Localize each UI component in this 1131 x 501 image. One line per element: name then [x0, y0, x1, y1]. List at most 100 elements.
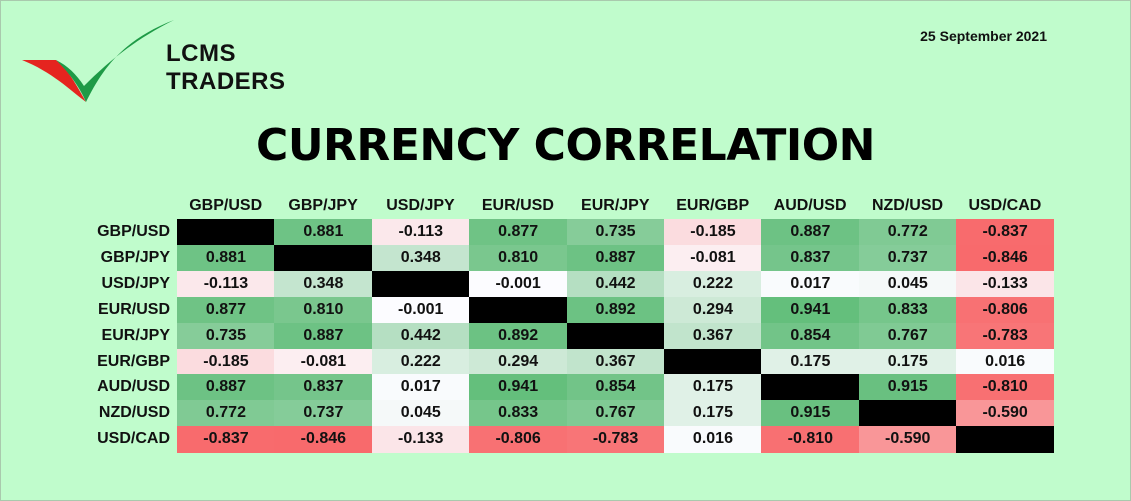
heatmap-cell: 0.737: [274, 400, 373, 427]
heatmap-cell: 0.915: [761, 400, 860, 427]
heatmap-cell: 0.810: [274, 296, 373, 324]
row-header: USD/JPY: [101, 274, 170, 292]
diagonal-cell: [566, 322, 665, 349]
heatmap-cell: -0.001: [469, 270, 568, 298]
heatmap-cell: 0.854: [761, 322, 860, 349]
row-header: GBP/JPY: [100, 248, 170, 266]
heatmap-cell: 0.175: [664, 400, 762, 427]
heatmap-cell: 0.892: [469, 322, 568, 349]
heatmap-cell: -0.806: [469, 426, 568, 453]
heatmap-cell: 0.294: [469, 348, 568, 375]
brand-line-1: LCMS: [166, 40, 236, 67]
heatmap-cell: 0.887: [177, 374, 275, 401]
heatmap-cell: 0.881: [177, 244, 275, 272]
heatmap-cell: 0.767: [566, 400, 665, 427]
heatmap-cell: 0.737: [858, 244, 957, 272]
heatmap-cell: -0.113: [371, 219, 470, 246]
diagonal-cell: [956, 426, 1055, 453]
heatmap-cell: 0.222: [664, 270, 762, 298]
heatmap-cell: -0.846: [956, 244, 1055, 272]
heatmap-cell: -0.846: [274, 426, 373, 453]
heatmap-cell: 0.016: [956, 348, 1055, 375]
heatmap-cell: -0.810: [761, 426, 860, 453]
heatmap-cell: 0.837: [761, 244, 860, 272]
row-header: EUR/JPY: [101, 326, 170, 344]
diagonal-cell: [177, 219, 275, 246]
page-title: CURRENCY CORRELATION: [256, 120, 875, 171]
heatmap-cell: -0.185: [177, 348, 275, 375]
heatmap-cell: 0.294: [664, 296, 762, 324]
diagonal-cell: [858, 400, 957, 427]
heatmap-cell: -0.837: [177, 426, 275, 453]
heatmap-cell: 0.045: [858, 270, 957, 298]
heatmap-cell: 0.735: [177, 322, 275, 349]
heatmap-cell: 0.854: [566, 374, 665, 401]
heatmap-cell: 0.772: [858, 219, 957, 246]
heatmap-cell: -0.185: [664, 219, 762, 246]
heatmap-cell: 0.442: [371, 322, 470, 349]
heatmap-cell: -0.001: [371, 296, 470, 324]
heatmap-cell: 0.772: [177, 400, 275, 427]
heatmap-cell: -0.806: [956, 296, 1055, 324]
brand-name: LCMS TRADERS: [166, 40, 286, 96]
heatmap-cell: 0.442: [566, 270, 665, 298]
heatmap-cell: 0.810: [469, 244, 568, 272]
column-header: GBP/JPY: [288, 197, 358, 214]
row-header: EUR/GBP: [97, 352, 170, 370]
row-header: NZD/USD: [98, 404, 170, 422]
column-header: GBP/USD: [189, 197, 263, 214]
heatmap-cell: 0.941: [469, 374, 568, 401]
heatmap-cell: -0.810: [956, 374, 1055, 401]
heatmap-cell: 0.887: [274, 322, 373, 349]
row-header: USD/CAD: [97, 430, 170, 448]
heatmap-cell: 0.881: [274, 219, 373, 246]
heatmap-cell: -0.590: [858, 426, 957, 453]
column-header: EUR/GBP: [676, 197, 750, 214]
heatmap-cell: 0.175: [761, 348, 860, 375]
heatmap-cell: -0.837: [956, 219, 1055, 246]
checkmark-swoosh-logo-icon: [22, 20, 174, 102]
heatmap-cell: 0.045: [371, 400, 470, 427]
row-header: AUD/USD: [97, 378, 170, 396]
heatmap-cell: 0.017: [761, 270, 860, 298]
column-header: NZD/USD: [871, 197, 944, 214]
heatmap-cell: 0.016: [664, 426, 762, 453]
heatmap-cell: 0.833: [469, 400, 568, 427]
heatmap-cell: -0.783: [956, 322, 1055, 349]
heatmap-cell: 0.892: [566, 296, 665, 324]
diagonal-cell: [664, 348, 762, 375]
heatmap-cell: 0.348: [371, 244, 470, 272]
heatmap-cell: 0.877: [469, 219, 568, 246]
row-header: GBP/USD: [97, 223, 170, 240]
heatmap-cell: 0.837: [274, 374, 373, 401]
heatmap-cell: -0.133: [956, 270, 1055, 298]
heatmap-cell: -0.113: [177, 270, 275, 298]
heatmap-cell: -0.081: [664, 244, 762, 272]
heatmap-cell: 0.175: [664, 374, 762, 401]
heatmap-cell: -0.133: [371, 426, 470, 453]
column-header: EUR/JPY: [581, 197, 650, 214]
column-header: USD/JPY: [386, 197, 455, 214]
heatmap-cell: 0.915: [858, 374, 957, 401]
heatmap-cell: 0.887: [761, 219, 860, 246]
heatmap-cell: 0.348: [274, 270, 373, 298]
report-date: 25 September 2021: [920, 28, 1047, 44]
column-header: USD/CAD: [968, 197, 1042, 214]
column-header: AUD/USD: [773, 197, 847, 214]
heatmap-cell: -0.590: [956, 400, 1055, 427]
heatmap-cell: -0.081: [274, 348, 373, 375]
diagonal-cell: [274, 244, 373, 272]
heatmap-cell: 0.222: [371, 348, 470, 375]
heatmap-cell: 0.767: [858, 322, 957, 349]
heatmap-cell: -0.783: [566, 426, 665, 453]
heatmap-cell: 0.877: [177, 296, 275, 324]
diagonal-cell: [469, 296, 568, 324]
heatmap-cell: 0.735: [566, 219, 665, 246]
heatmap-cell: 0.017: [371, 374, 470, 401]
brand-line-2: TRADERS: [166, 68, 286, 95]
heatmap-cell: 0.367: [664, 322, 762, 349]
heatmap-cell: 0.175: [858, 348, 957, 375]
column-header: EUR/USD: [481, 197, 554, 214]
diagonal-cell: [761, 374, 860, 401]
heatmap-cell: 0.941: [761, 296, 860, 324]
